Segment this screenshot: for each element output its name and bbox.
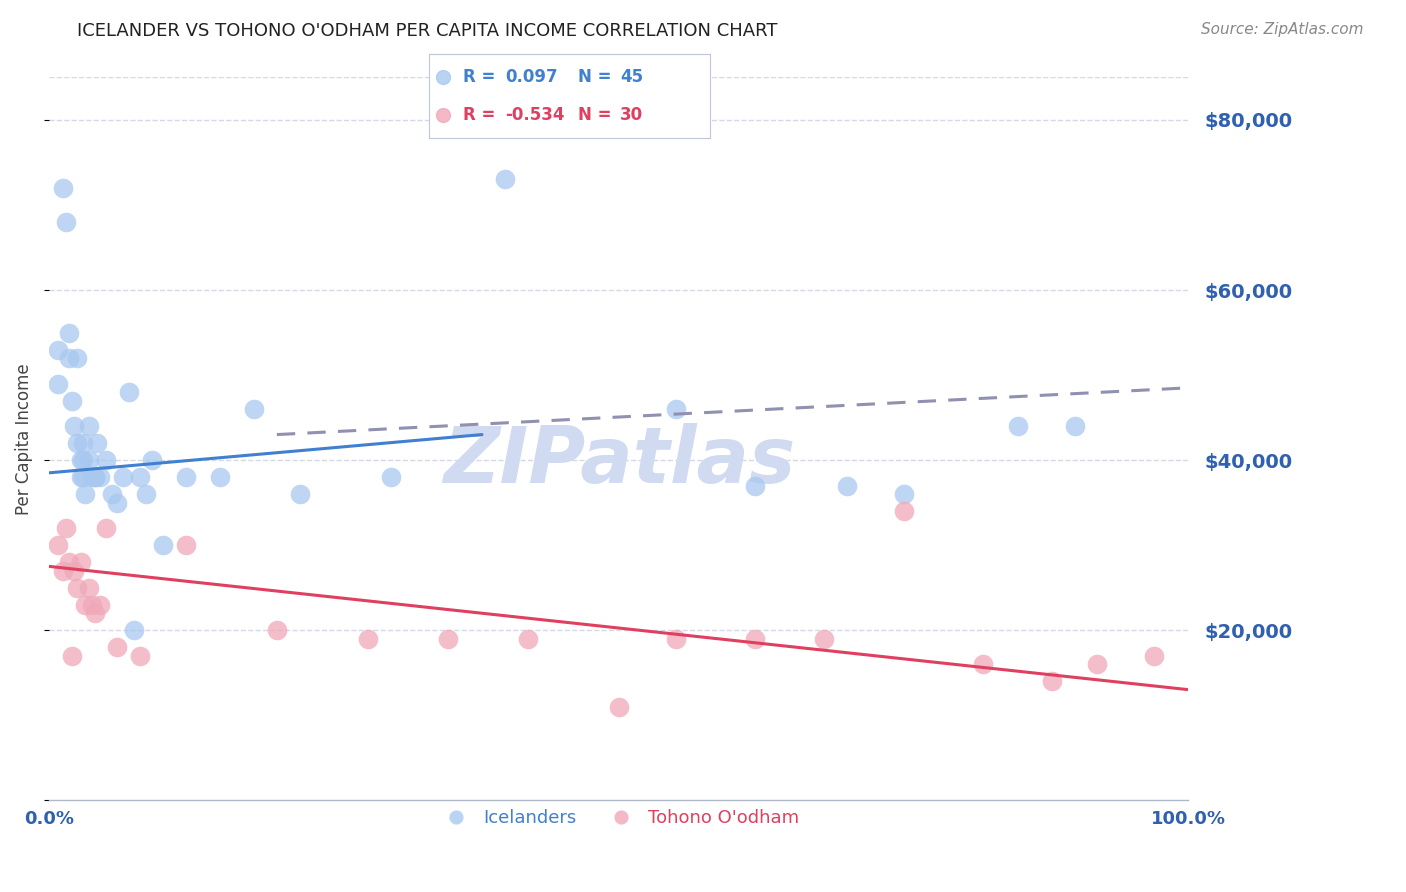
Point (105, 495, 128, 509)
Point (665, 632, 688, 646)
Y-axis label: Per Capita Income: Per Capita Income (15, 363, 32, 515)
Point (58, 326, 80, 340)
Point (607, 699, 630, 714)
Point (75, 598, 97, 612)
Point (77, 419, 100, 434)
Text: -0.534: -0.534 (505, 105, 564, 123)
Point (52, 181, 75, 195)
Point (75, 487, 97, 501)
Point (744, 632, 766, 646)
Point (72, 453, 94, 467)
Point (55, 521, 77, 535)
Point (972, 657, 994, 672)
Point (208, 470, 231, 484)
Text: N =: N = (578, 105, 612, 123)
Text: 0.097: 0.097 (505, 69, 557, 87)
Point (83, 606, 105, 620)
Point (266, 623, 288, 637)
Point (288, 487, 311, 501)
Point (124, 623, 146, 637)
Point (46, 376, 69, 391)
Text: N =: N = (578, 69, 612, 87)
Point (174, 538, 197, 552)
Point (893, 504, 915, 518)
Text: ICELANDER VS TOHONO O'ODHAM PER CAPITA INCOME CORRELATION CHART: ICELANDER VS TOHONO O'ODHAM PER CAPITA I… (77, 22, 778, 40)
Text: Source: ZipAtlas.com: Source: ZipAtlas.com (1201, 22, 1364, 37)
Point (129, 648, 152, 663)
Point (58, 351, 80, 365)
Point (89, 470, 111, 484)
Point (105, 640, 128, 655)
Point (118, 385, 141, 400)
Point (66, 436, 89, 450)
Text: R =: R = (463, 69, 495, 87)
Point (60, 393, 83, 408)
Point (70, 555, 93, 569)
Point (89, 598, 111, 612)
Point (380, 470, 402, 484)
Point (100, 487, 122, 501)
Point (436, 632, 458, 646)
Point (1085, 657, 1108, 672)
Point (135, 487, 157, 501)
Point (58, 555, 80, 569)
Point (83, 470, 105, 484)
Point (72, 436, 94, 450)
Point (55, 215, 77, 229)
Point (813, 632, 835, 646)
Point (112, 470, 135, 484)
Point (744, 478, 766, 492)
Point (516, 632, 538, 646)
Point (70, 470, 93, 484)
Text: ZIPatlas: ZIPatlas (443, 423, 794, 499)
Point (46, 343, 69, 357)
Point (94, 521, 117, 535)
Point (152, 538, 174, 552)
Point (1040, 674, 1063, 689)
Point (835, 478, 858, 492)
Point (141, 453, 163, 467)
Point (46, 538, 69, 552)
Point (82, 598, 104, 612)
Point (494, 172, 516, 186)
Point (1063, 419, 1085, 434)
Point (432, 70, 454, 85)
Point (243, 402, 266, 417)
Point (77, 453, 100, 467)
Point (174, 470, 197, 484)
Point (66, 351, 89, 365)
Point (63, 419, 86, 434)
Point (1007, 419, 1029, 434)
Point (1143, 648, 1166, 663)
Point (83, 470, 105, 484)
Point (129, 470, 152, 484)
Text: 45: 45 (620, 69, 643, 87)
Point (77, 581, 100, 595)
Point (60, 648, 83, 663)
Point (357, 632, 380, 646)
Point (72, 470, 94, 484)
Point (63, 564, 86, 578)
Point (893, 487, 915, 501)
Point (94, 453, 117, 467)
Point (70, 453, 93, 467)
Point (66, 581, 89, 595)
Point (52, 564, 75, 578)
Text: 30: 30 (620, 105, 643, 123)
Point (86, 436, 108, 450)
Point (432, 107, 454, 121)
Point (665, 402, 688, 417)
Legend: Icelanders, Tohono O'odham: Icelanders, Tohono O'odham (430, 802, 807, 835)
Point (82, 470, 104, 484)
Text: R =: R = (463, 105, 495, 123)
